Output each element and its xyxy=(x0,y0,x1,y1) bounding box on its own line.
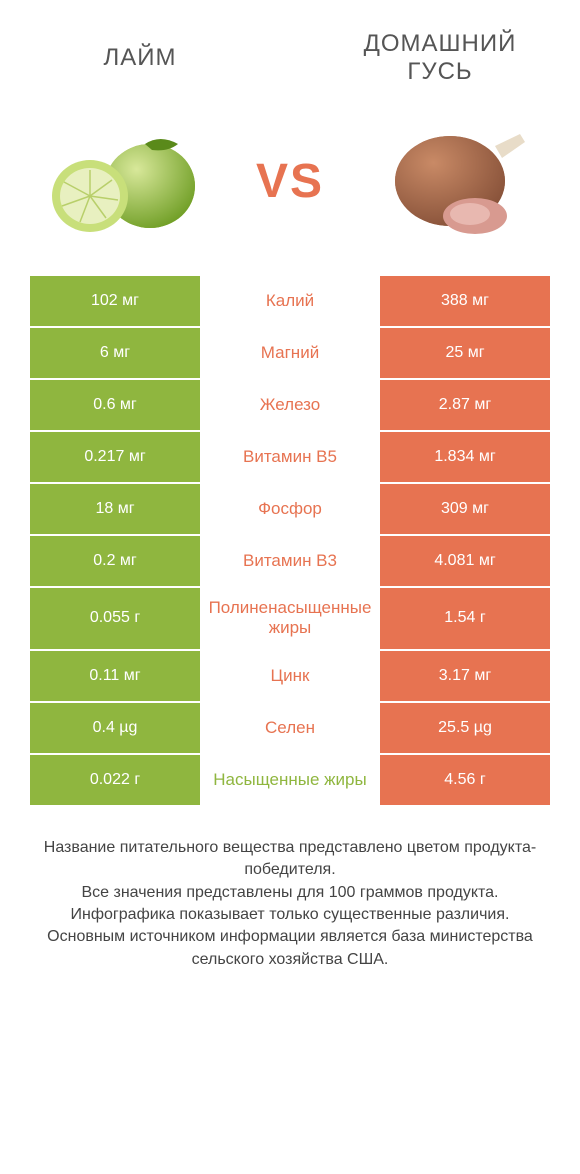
left-value: 102 мг xyxy=(30,276,200,326)
right-value: 309 мг xyxy=(380,484,550,534)
left-value: 0.4 µg xyxy=(30,703,200,753)
right-value: 25 мг xyxy=(380,328,550,378)
table-row: 0.11 мгЦинк3.17 мг xyxy=(30,651,550,703)
left-value: 0.055 г xyxy=(30,588,200,649)
nutrient-name: Фосфор xyxy=(200,484,380,534)
nutrient-name: Цинк xyxy=(200,651,380,701)
nutrient-name: Селен xyxy=(200,703,380,753)
table-row: 0.6 мгЖелезо2.87 мг xyxy=(30,380,550,432)
table-row: 0.217 мгВитамин B51.834 мг xyxy=(30,432,550,484)
right-value: 1.834 мг xyxy=(380,432,550,482)
left-value: 6 мг xyxy=(30,328,200,378)
table-row: 18 мгФосфор309 мг xyxy=(30,484,550,536)
right-value: 3.17 мг xyxy=(380,651,550,701)
footer-line: Основным источником информации является … xyxy=(30,926,550,971)
nutrient-name: Магний xyxy=(200,328,380,378)
right-value: 1.54 г xyxy=(380,588,550,649)
right-value: 25.5 µg xyxy=(380,703,550,753)
right-value: 388 мг xyxy=(380,276,550,326)
nutrient-name: Витамин B5 xyxy=(200,432,380,482)
left-value: 0.6 мг xyxy=(30,380,200,430)
footer-line: Название питательного вещества представл… xyxy=(30,837,550,882)
table-row: 0.2 мгВитамин B34.081 мг xyxy=(30,536,550,588)
nutrient-name: Полиненасыщенные жиры xyxy=(200,588,380,649)
comparison-table: 102 мгКалий388 мг6 мгМагний25 мг0.6 мгЖе… xyxy=(0,276,580,807)
footer-notes: Название питательного вещества представл… xyxy=(0,807,580,971)
images-row: VS xyxy=(0,106,580,276)
right-value: 4.56 г xyxy=(380,755,550,805)
table-row: 102 мгКалий388 мг xyxy=(30,276,550,328)
vs-label: VS xyxy=(256,154,324,209)
left-value: 18 мг xyxy=(30,484,200,534)
nutrient-name: Насыщенные жиры xyxy=(200,755,380,805)
table-row: 6 мгМагний25 мг xyxy=(30,328,550,380)
footer-line: Инфографика показывает только существенн… xyxy=(30,904,550,926)
right-value: 4.081 мг xyxy=(380,536,550,586)
right-value: 2.87 мг xyxy=(380,380,550,430)
nutrient-name: Железо xyxy=(200,380,380,430)
left-value: 0.11 мг xyxy=(30,651,200,701)
table-row: 0.022 гНасыщенные жиры4.56 г xyxy=(30,755,550,807)
left-value: 0.2 мг xyxy=(30,536,200,586)
header: ЛАЙМ ДОМАШНИЙ ГУСЬ xyxy=(0,0,580,106)
footer-line: Все значения представлены для 100 граммо… xyxy=(30,882,550,904)
nutrient-name: Витамин B3 xyxy=(200,536,380,586)
left-food-title: ЛАЙМ xyxy=(40,44,240,72)
goose-image xyxy=(370,116,540,246)
left-value: 0.022 г xyxy=(30,755,200,805)
nutrient-name: Калий xyxy=(200,276,380,326)
right-food-title: ДОМАШНИЙ ГУСЬ xyxy=(340,30,540,86)
lime-image xyxy=(40,116,210,246)
table-row: 0.4 µgСелен25.5 µg xyxy=(30,703,550,755)
table-row: 0.055 гПолиненасыщенные жиры1.54 г xyxy=(30,588,550,651)
left-value: 0.217 мг xyxy=(30,432,200,482)
